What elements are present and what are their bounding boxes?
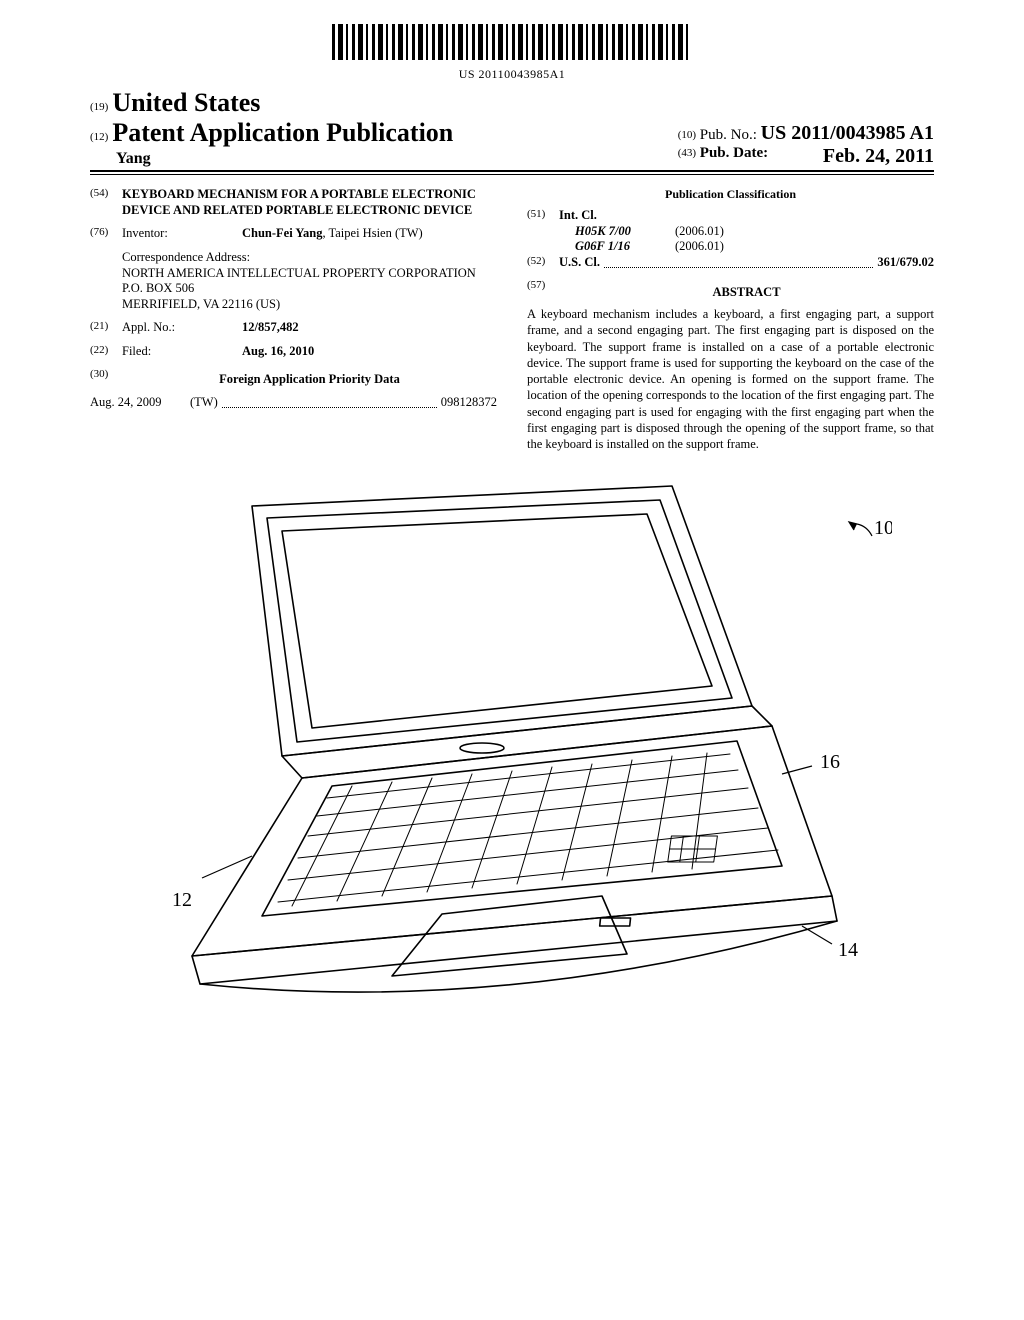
author: Yang xyxy=(116,150,453,168)
applno-label: Appl. No.: xyxy=(122,320,242,336)
invention-title: KEYBOARD MECHANISM FOR A PORTABLE ELECTR… xyxy=(122,187,497,218)
uscl-row: (52) U.S. Cl. 361/679.02 xyxy=(527,255,934,271)
intcl-item: G06F 1/16 (2006.01) xyxy=(559,239,934,255)
right-column: Publication Classification (51) Int. Cl.… xyxy=(527,187,934,452)
filed-num: (22) xyxy=(90,344,122,360)
corr-name: NORTH AMERICA INTELLECTUAL PROPERTY CORP… xyxy=(122,266,497,282)
prio-no: 098128372 xyxy=(441,395,497,411)
prio-num: (30) xyxy=(90,368,122,388)
inventor-name: Chun-Fei Yang xyxy=(242,226,322,240)
intcl-year: (2006.01) xyxy=(675,239,934,255)
applno-value: 12/857,482 xyxy=(242,320,497,336)
fig-label-12: 12 xyxy=(172,889,192,911)
pubno: US 2011/0043985 A1 xyxy=(761,122,934,144)
prio-label: Foreign Application Priority Data xyxy=(122,372,497,388)
intcl-code: G06F 1/16 xyxy=(559,239,675,255)
title-row: (54) KEYBOARD MECHANISM FOR A PORTABLE E… xyxy=(90,187,497,218)
abstract-text: A keyboard mechanism includes a keyboard… xyxy=(527,306,934,452)
uscl-label: U.S. Cl. xyxy=(559,255,600,271)
corr-po: P.O. BOX 506 xyxy=(122,281,497,297)
applno-num: (21) xyxy=(90,320,122,336)
abstract-num: (57) xyxy=(527,279,559,307)
fig-label-10: 10 xyxy=(874,517,892,539)
intcl-row: (51) Int. Cl. H05K 7/00 (2006.01) G06F 1… xyxy=(527,208,934,255)
uscl-value: 361/679.02 xyxy=(877,255,934,271)
prio-row-head: (30) Foreign Application Priority Data xyxy=(90,368,497,388)
country-num: (19) xyxy=(90,101,108,113)
fig-label-14: 14 xyxy=(838,939,858,961)
pubdate-num: (43) xyxy=(678,147,696,159)
intcl-num: (51) xyxy=(527,208,559,255)
pubno-label: Pub. No.: xyxy=(700,127,757,143)
pubtype-line: (12) Patent Application Publication xyxy=(90,118,453,148)
pubno-line: (10) Pub. No.: US 2011/0043985 A1 xyxy=(678,122,934,145)
pubtype-num: (12) xyxy=(90,131,108,143)
header-right: (10) Pub. No.: US 2011/0043985 A1 (43) P… xyxy=(678,122,934,168)
header: (19) United States (12) Patent Applicati… xyxy=(90,88,934,172)
abstract-head-row: (57) ABSTRACT xyxy=(527,279,934,307)
uscl-num: (52) xyxy=(527,255,559,271)
filed-label: Filed: xyxy=(122,344,242,360)
barcode-number: US 20110043985A1 xyxy=(90,67,934,82)
inventor-row: (76) Inventor: Chun-Fei Yang, Taipei Hsi… xyxy=(90,226,497,242)
prio-country: (TW) xyxy=(190,395,218,411)
intcl-code: H05K 7/00 xyxy=(559,224,675,240)
fig-label-16: 16 xyxy=(820,751,840,773)
inventor-loc: , Taipei Hsien (TW) xyxy=(322,226,422,240)
filed-value: Aug. 16, 2010 xyxy=(242,344,497,360)
uscl-dots xyxy=(604,255,873,268)
laptop-drawing: 12 16 14 10 xyxy=(132,476,892,1016)
filed-row: (22) Filed: Aug. 16, 2010 xyxy=(90,344,497,360)
country: United States xyxy=(112,88,260,117)
body-columns: (54) KEYBOARD MECHANISM FOR A PORTABLE E… xyxy=(90,187,934,452)
inventor-value: Chun-Fei Yang, Taipei Hsien (TW) xyxy=(242,226,497,242)
classification-heading: Publication Classification xyxy=(527,187,934,202)
intcl-label: Int. Cl. xyxy=(559,208,934,224)
left-column: (54) KEYBOARD MECHANISM FOR A PORTABLE E… xyxy=(90,187,497,452)
applno-row: (21) Appl. No.: 12/857,482 xyxy=(90,320,497,336)
pubno-num: (10) xyxy=(678,129,696,141)
uscl-body: U.S. Cl. 361/679.02 xyxy=(559,255,934,271)
header-left: (19) United States (12) Patent Applicati… xyxy=(90,88,453,168)
prio-dots xyxy=(222,395,437,408)
abstract-heading: ABSTRACT xyxy=(559,285,934,301)
correspondence: Correspondence Address: NORTH AMERICA IN… xyxy=(122,250,497,313)
prio-date: Aug. 24, 2009 xyxy=(90,395,190,411)
pubdate-label: Pub. Date: xyxy=(700,145,768,161)
barcode xyxy=(332,24,692,60)
title-num: (54) xyxy=(90,187,122,218)
header-rule xyxy=(90,174,934,175)
inventor-label: Inventor: xyxy=(122,226,242,242)
figure: 12 16 14 10 xyxy=(90,476,934,1021)
prio-data-row: Aug. 24, 2009 (TW) 098128372 xyxy=(90,395,497,411)
inventor-num: (76) xyxy=(90,226,122,242)
filed: Aug. 16, 2010 xyxy=(242,344,314,358)
country-line: (19) United States xyxy=(90,88,453,118)
applno: 12/857,482 xyxy=(242,320,299,334)
intcl-body: Int. Cl. H05K 7/00 (2006.01) G06F 1/16 (… xyxy=(559,208,934,255)
pubdate: Feb. 24, 2011 xyxy=(823,145,934,168)
barcode-block: US 20110043985A1 xyxy=(90,24,934,82)
pubtype: Patent Application Publication xyxy=(112,118,453,147)
corr-city: MERRIFIELD, VA 22116 (US) xyxy=(122,297,497,313)
patent-page: US 20110043985A1 (19) United States (12)… xyxy=(0,0,1024,1320)
intcl-item: H05K 7/00 (2006.01) xyxy=(559,224,934,240)
corr-label: Correspondence Address: xyxy=(122,250,497,266)
pubdate-line: (43) Pub. Date: Feb. 24, 2011 xyxy=(678,145,934,168)
intcl-year: (2006.01) xyxy=(675,224,934,240)
